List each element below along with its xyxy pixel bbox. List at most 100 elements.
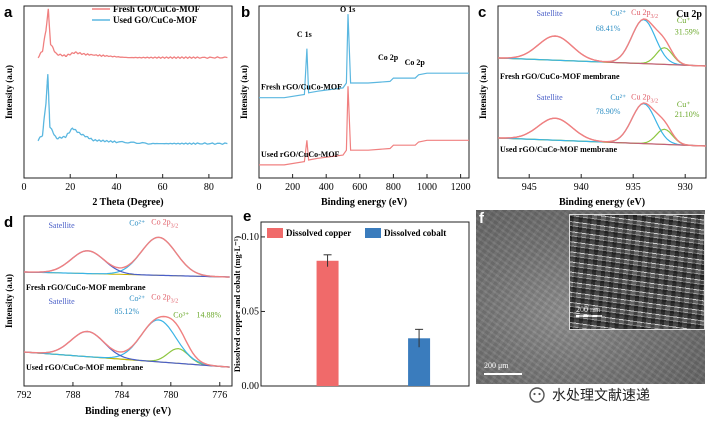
a-series-used — [37, 74, 228, 146]
b-frame — [258, 5, 470, 179]
d-used-co3-pct: 14.88% — [197, 311, 222, 320]
e-bar-copper — [316, 260, 339, 386]
c-fresh-envelope — [497, 18, 707, 67]
e-legend-label-1: Dissolved cobalt — [384, 228, 446, 238]
b-series-fresh — [259, 14, 469, 99]
e-ylabel: Dissolved copper and cobalt (mg·L⁻¹) — [232, 236, 242, 372]
c-tick-label: 935 — [626, 182, 641, 193]
c-title: Cu 2p — [676, 9, 702, 20]
d-used-co2-pct: 85.12% — [115, 307, 140, 316]
e-legend-swatch-0 — [267, 228, 283, 238]
e-ytick-label: 0.10 — [242, 232, 260, 243]
d-used-co2-peak — [23, 319, 230, 368]
d-used-peak-label: Co 2p3/2 — [151, 293, 178, 305]
panel-c-cu2p-chart: 945 940 935 930 Binding energy (eV) Intensity… — [478, 4, 707, 208]
a-tick-label: 60 — [158, 182, 168, 193]
b-tick-label: 200 — [285, 182, 300, 193]
e-bar-cobalt — [408, 338, 431, 386]
c-used-sample-label: Used rGO/CuCo-MOF membrane — [500, 145, 617, 154]
c-used-cu2-label: Cu²⁺ — [610, 93, 626, 102]
d-used-co3-label: Co³⁺ — [173, 311, 189, 320]
d-fresh-satellite-label: Satellite — [48, 221, 75, 230]
b-xlabel: Binding energy (eV) — [321, 197, 407, 208]
c-fresh-peak-label: Cu 2p3/2 — [631, 8, 658, 20]
main-scale-label: 200 μm — [484, 361, 509, 370]
panel-b-xps-survey-chart: 0 200 400 600 800 1000 1200 Binding energy (eV)… — [239, 4, 471, 208]
d-fresh-co2-label: Co²⁺ — [129, 219, 145, 228]
c-fresh-sample-label: Fresh rGO/CuCo-MOF membrane — [500, 72, 620, 81]
b-annot-o1s: O 1s — [340, 5, 355, 14]
c-fresh-satellite-label: Satellite — [536, 9, 563, 18]
b-series-used — [259, 86, 469, 166]
c-tick-label: 940 — [574, 182, 589, 193]
panel-f-label: f — [479, 210, 484, 227]
c-used-cu1-pct: 21.10% — [675, 110, 700, 119]
c-used-satellite-label: Satellite — [536, 93, 563, 102]
d-fresh-sample-label: Fresh rGO/CuCo-MOF membrane — [26, 283, 146, 292]
c-xlabel: Binding energy (eV) — [559, 197, 645, 208]
c-tick-label: 930 — [678, 182, 693, 193]
d-used-co2-label: Co²⁺ — [129, 294, 145, 303]
b-tick-label: 1200 — [451, 182, 471, 193]
a-frame — [23, 5, 233, 179]
watermark-text: 水处理文献速递 — [552, 388, 650, 404]
e-legend-swatch-1 — [365, 228, 381, 238]
panel-a-xrd-chart: 0 20 40 60 80 2 Theta (Degree) Intensity (a.u)… — [4, 4, 233, 208]
d-tick-label: 788 — [65, 390, 80, 401]
b-series-label-1: Used rGO/CuCo-MOF — [261, 150, 340, 159]
inset-scale-label: 200 nm — [576, 305, 601, 314]
b-series-label-0: Fresh rGO/CuCo-MOF — [261, 83, 342, 92]
c-ylabel: Intensity (a.u) — [478, 65, 488, 119]
a-xlabel: 2 Theta (Degree) — [92, 197, 163, 208]
d-fresh-co2-peak — [23, 236, 230, 278]
panel-b-label: b — [241, 4, 250, 21]
sem-micrograph: 200 nm 200 μm — [476, 210, 705, 384]
b-ylabel: Intensity (a.u) — [239, 65, 249, 119]
a-legend-label-0: Fresh GO/CuCo-MOF — [113, 4, 201, 14]
b-annot-co2p-2: Co 2p — [405, 58, 426, 67]
a-tick-label: 20 — [65, 182, 75, 193]
d-fresh-peak-label: Co 2p3/2 — [151, 218, 178, 230]
c-fresh-cu1-label: Cu⁺ — [677, 16, 691, 25]
d-frame — [23, 215, 233, 387]
b-tick-label: 0 — [257, 182, 262, 193]
b-tick-label: 1000 — [417, 182, 437, 193]
e-ytick-label: 0.00 — [242, 381, 260, 392]
watermark: 水处理文献速递 — [528, 384, 650, 406]
d-tick-label: 784 — [114, 390, 129, 401]
c-used-cu1-label: Cu⁺ — [677, 100, 691, 109]
d-tick-label: 776 — [212, 390, 227, 401]
c-used-peak-label: Cu 2p3/2 — [631, 93, 658, 105]
panel-c-label: c — [478, 4, 486, 21]
b-tick-label: 400 — [319, 182, 334, 193]
e-frame — [260, 221, 470, 387]
d-used-sample-label: Used rGO/CuCo-MOF membrane — [26, 363, 143, 372]
a-legend-label-1: Used GO/CuCo-MOF — [113, 15, 198, 25]
a-tick-label: 80 — [204, 182, 214, 193]
d-tick-label: 780 — [163, 390, 178, 401]
d-used-envelope — [23, 315, 230, 368]
main-scale-bar — [484, 373, 522, 375]
b-tick-label: 800 — [386, 182, 401, 193]
panel-d-co2p-chart: 792 788 784 780 776 Binding energy (eV) Intens… — [4, 214, 233, 417]
c-fresh-cu2-pct: 68.41% — [596, 24, 621, 33]
c-used-envelope — [497, 102, 707, 147]
c-tick-label: 945 — [522, 182, 537, 193]
c-frame — [497, 5, 707, 179]
panel-a-label: a — [4, 4, 13, 21]
sem-cross-section-inset: 200 nm — [569, 214, 705, 330]
b-tick-label: 600 — [352, 182, 367, 193]
panel-d-label: d — [4, 214, 13, 231]
e-ytick-label: 0.05 — [242, 306, 260, 317]
panel-e-label: e — [243, 208, 251, 225]
d-ylabel: Intensity (a.u) — [4, 274, 14, 328]
d-fresh-envelope — [24, 236, 230, 278]
d-used-satellite-label: Satellite — [48, 297, 75, 306]
c-fresh-cu2-label: Cu²⁺ — [610, 8, 626, 17]
a-tick-label: 0 — [22, 182, 27, 193]
a-tick-label: 40 — [111, 182, 121, 193]
inset-scale-bar — [576, 315, 602, 317]
d-tick-label: 792 — [17, 390, 32, 401]
b-annot-c1s: C 1s — [297, 30, 312, 39]
